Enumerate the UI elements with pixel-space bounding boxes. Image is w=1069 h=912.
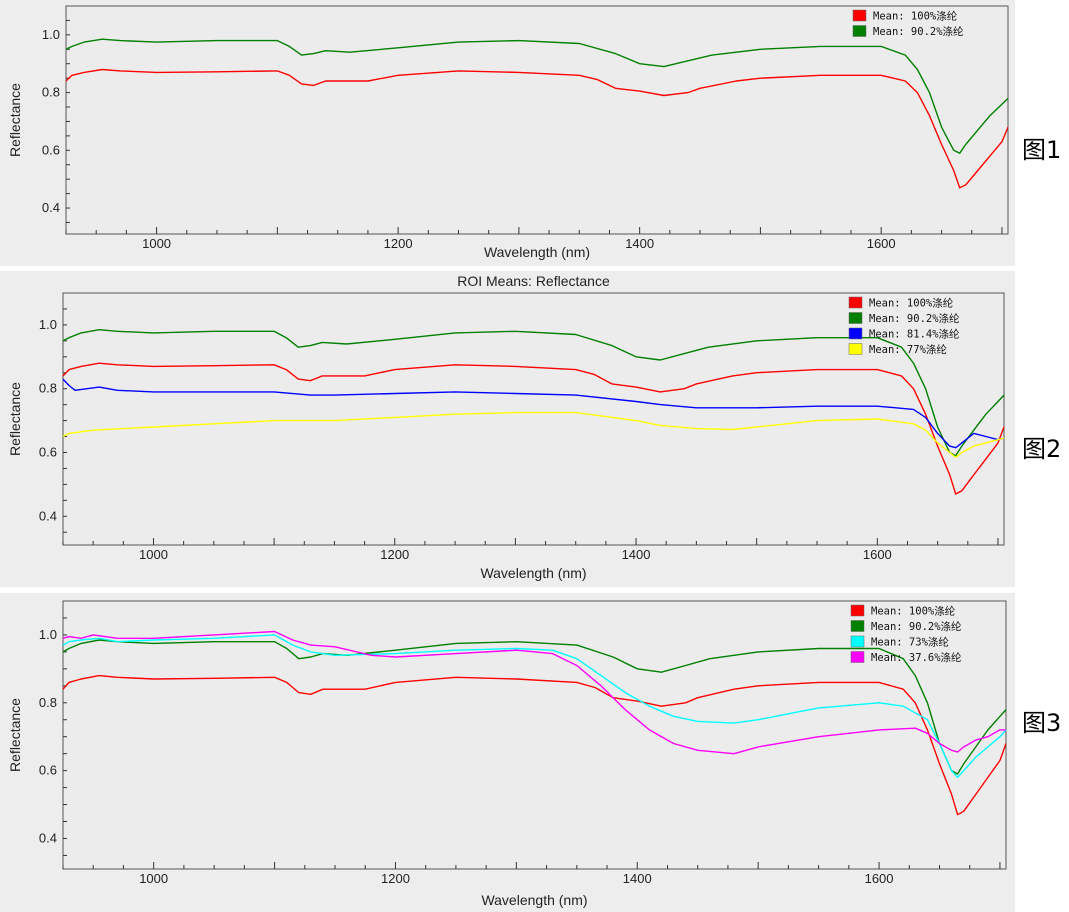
- legend-label: Mean: 100%涤纶: [873, 10, 958, 23]
- chart-panel-2: ROI Means: Reflectance 1000 1200 1400 1600 0.…: [0, 271, 1015, 587]
- chart-panel-1: 1000 1200 1400 1600 0.4 0.6 0.8 1.0 Wavelength (…: [0, 0, 1015, 266]
- x-tick-label: 1600: [863, 547, 892, 562]
- x-tick-label: 1400: [622, 547, 651, 562]
- legend-swatch: [850, 635, 865, 648]
- reflectance-chart-1: 1000 1200 1400 1600 0.4 0.6 0.8 1.0 Wavelength (…: [7, 5, 1009, 260]
- y-tick-label: 1.0: [39, 627, 57, 642]
- legend-label: Mean: 100%涤纶: [871, 605, 956, 618]
- y-axis-label: Reflectance: [7, 698, 23, 772]
- x-tick-label: 1000: [139, 871, 168, 886]
- x-axis-label: Wavelength (nm): [484, 244, 590, 260]
- x-tick-label: 1200: [380, 547, 409, 562]
- y-tick-label: 0.8: [39, 695, 57, 710]
- legend-swatch: [848, 327, 863, 340]
- x-tick-label: 1600: [865, 871, 894, 886]
- x-tick-label: 1400: [625, 236, 654, 251]
- y-tick-label: 1.0: [39, 317, 57, 332]
- plot-area: [62, 600, 1007, 870]
- y-tick-label: 0.8: [42, 85, 60, 100]
- plot-area: [62, 292, 1005, 546]
- legend-label: Mean: 73%涤纶: [871, 636, 949, 649]
- y-tick-label: 0.4: [39, 830, 57, 845]
- series-line: [62, 378, 1005, 449]
- legend-label: Mean: 77%涤纶: [869, 343, 947, 356]
- y-tick-label: 0.4: [42, 200, 60, 215]
- legend-swatch: [850, 651, 865, 663]
- chart-title: ROI Means: Reflectance: [457, 273, 610, 289]
- series-line: [62, 411, 1005, 459]
- legend-label: Mean: 81.4%涤纶: [869, 328, 960, 341]
- legend-label: Mean: 90.2%涤纶: [871, 620, 962, 633]
- legend-swatch: [850, 620, 865, 632]
- figure-label-3: 图3: [1022, 709, 1062, 737]
- legend-swatch: [850, 604, 865, 617]
- x-tick-label: 1200: [384, 236, 413, 251]
- series-line: [65, 68, 1009, 189]
- reflectance-chart-3: 1000 1200 1400 1600 0.4 0.6 0.8 1.0 Wavelength (…: [7, 600, 1007, 908]
- legend-swatch: [852, 25, 867, 37]
- series-line: [62, 630, 1006, 755]
- x-tick-label: 1000: [139, 547, 168, 562]
- legend-swatch: [848, 343, 863, 355]
- y-tick-label: 0.6: [42, 142, 60, 157]
- x-axis-label: Wavelength (nm): [481, 892, 587, 908]
- series-line: [62, 634, 1007, 779]
- figure-label-2: 图2: [1022, 435, 1062, 463]
- legend-swatch: [852, 9, 867, 22]
- x-axis-label: Wavelength (nm): [480, 565, 586, 581]
- legend-label: Mean: 100%涤纶: [869, 297, 954, 310]
- legend-label: Mean: 90.2%涤纶: [869, 312, 960, 325]
- reflectance-chart-2: ROI Means: Reflectance 1000 1200 1400 1600 0.…: [7, 273, 1005, 581]
- legend-swatch: [848, 296, 863, 309]
- chart-panel-3: 1000 1200 1400 1600 0.4 0.6 0.8 1.0 Wavelength (…: [0, 593, 1015, 912]
- y-tick-label: 0.4: [39, 508, 57, 523]
- plot-area: [65, 5, 1009, 235]
- y-axis-label: Reflectance: [7, 83, 23, 157]
- series-line: [62, 362, 1005, 495]
- y-tick-label: 1.0: [42, 27, 60, 42]
- y-tick-label: 0.6: [39, 763, 57, 778]
- x-tick-label: 1400: [623, 871, 652, 886]
- y-tick-label: 0.6: [39, 444, 57, 459]
- x-tick-label: 1600: [867, 236, 896, 251]
- series-line: [65, 38, 1009, 154]
- y-tick-label: 0.8: [39, 381, 57, 396]
- figure-label-1: 图1: [1022, 136, 1062, 164]
- y-axis-label: Reflectance: [7, 382, 23, 456]
- x-tick-label: 1200: [381, 871, 410, 886]
- legend-label: Mean: 37.6%涤纶: [871, 651, 962, 664]
- legend-label: Mean: 90.2%涤纶: [873, 25, 964, 38]
- legend-swatch: [848, 312, 863, 324]
- x-tick-label: 1000: [142, 236, 171, 251]
